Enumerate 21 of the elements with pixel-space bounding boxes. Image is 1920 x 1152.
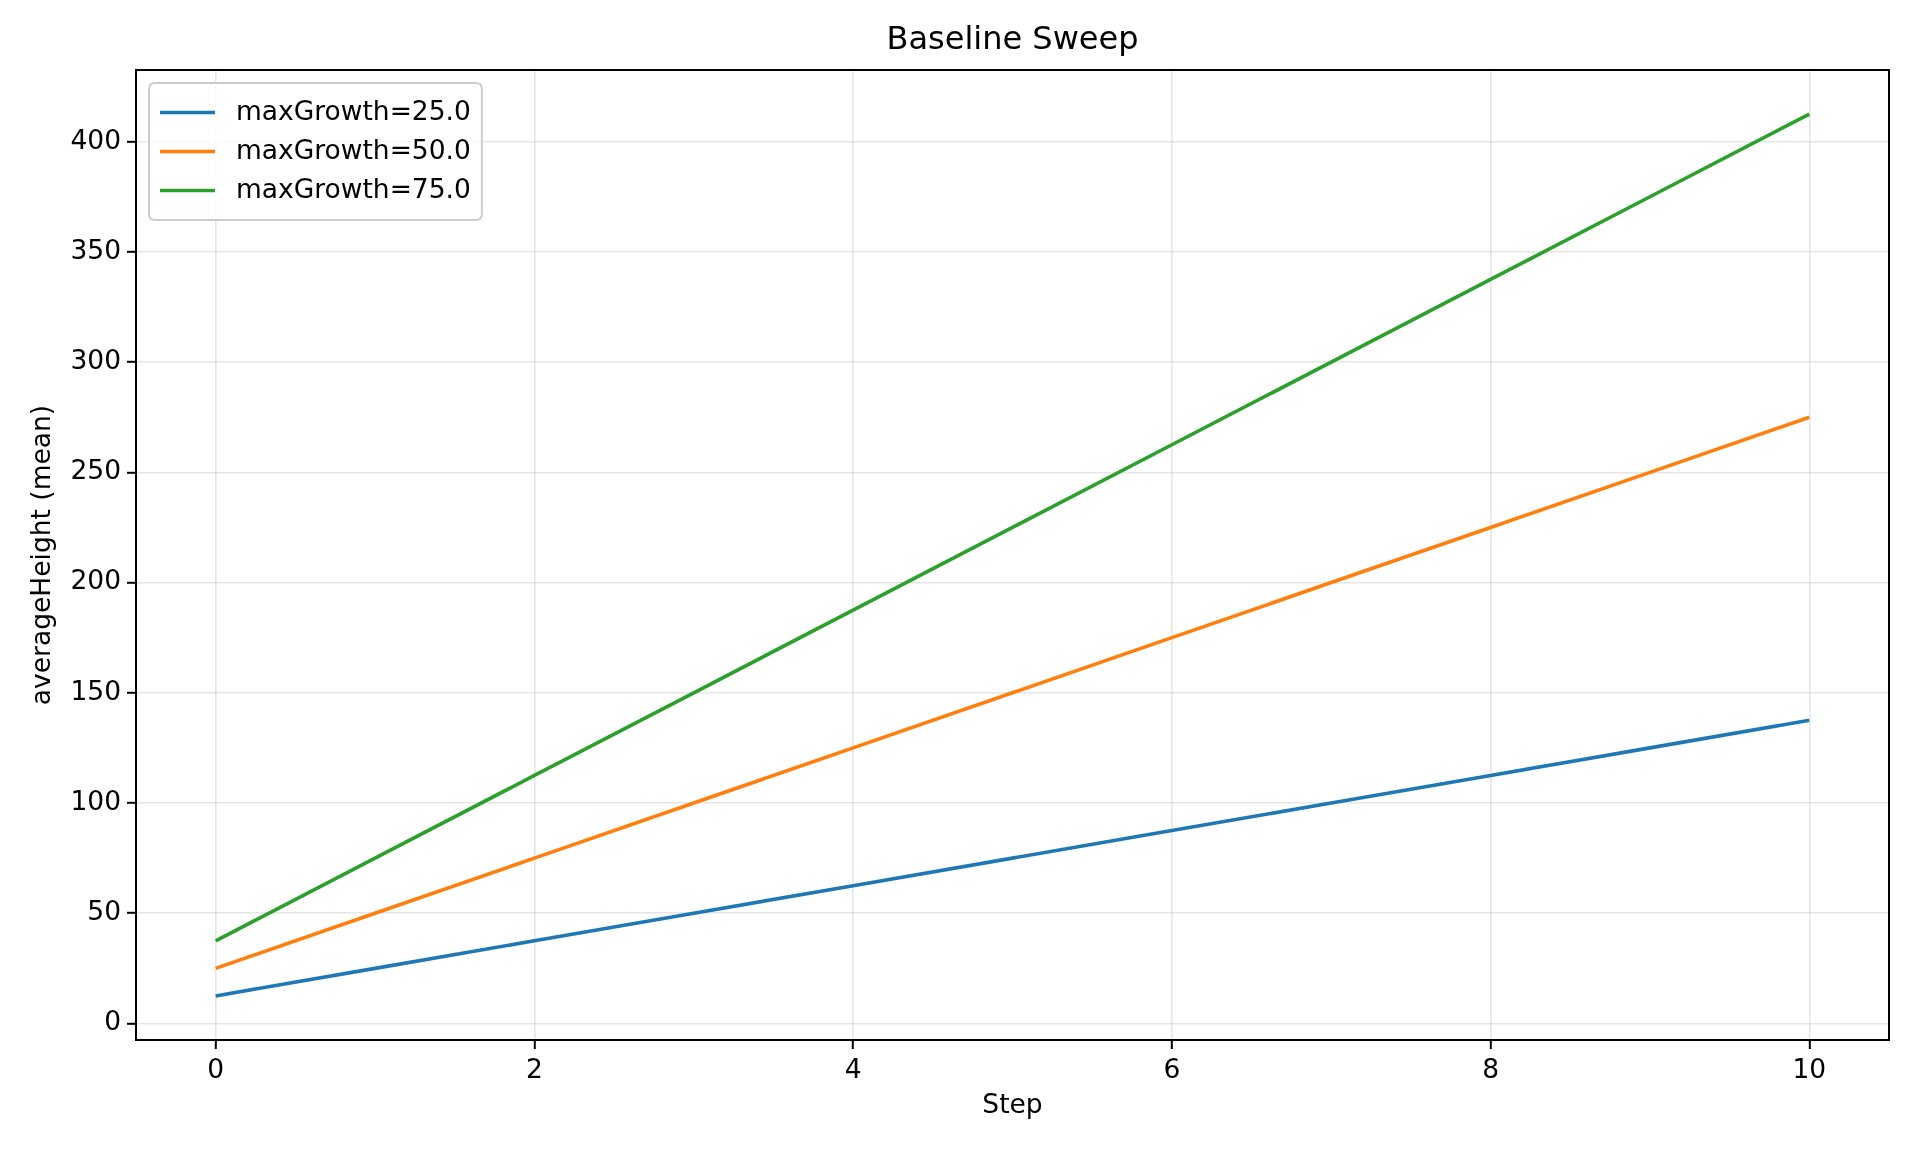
- x-tick-label: 8: [1482, 1052, 1500, 1084]
- legend-label: maxGrowth=50.0: [236, 134, 471, 166]
- y-tick-label: 350: [70, 233, 121, 265]
- y-tick-label: 200: [70, 564, 121, 596]
- x-tick-label: 6: [1163, 1052, 1181, 1084]
- y-tick-label: 0: [104, 1005, 121, 1037]
- legend-label: maxGrowth=25.0: [236, 95, 471, 127]
- x-tick-label: 2: [525, 1052, 543, 1084]
- y-tick-label: 300: [70, 343, 121, 375]
- y-tick-label: 50: [87, 895, 121, 927]
- x-axis-title: Step: [982, 1087, 1043, 1119]
- y-tick-label: 400: [70, 123, 121, 155]
- chart-title: Baseline Sweep: [886, 19, 1139, 58]
- y-axis-title: averageHeight (mean): [24, 404, 56, 706]
- y-tick-label: 250: [70, 454, 121, 486]
- x-tick-label: 10: [1792, 1052, 1827, 1084]
- x-tick-label: 0: [207, 1052, 225, 1084]
- y-tick-label: 100: [70, 784, 121, 816]
- y-tick-label: 150: [70, 674, 121, 706]
- x-tick-label: 4: [844, 1052, 862, 1084]
- legend-label: maxGrowth=75.0: [236, 173, 471, 205]
